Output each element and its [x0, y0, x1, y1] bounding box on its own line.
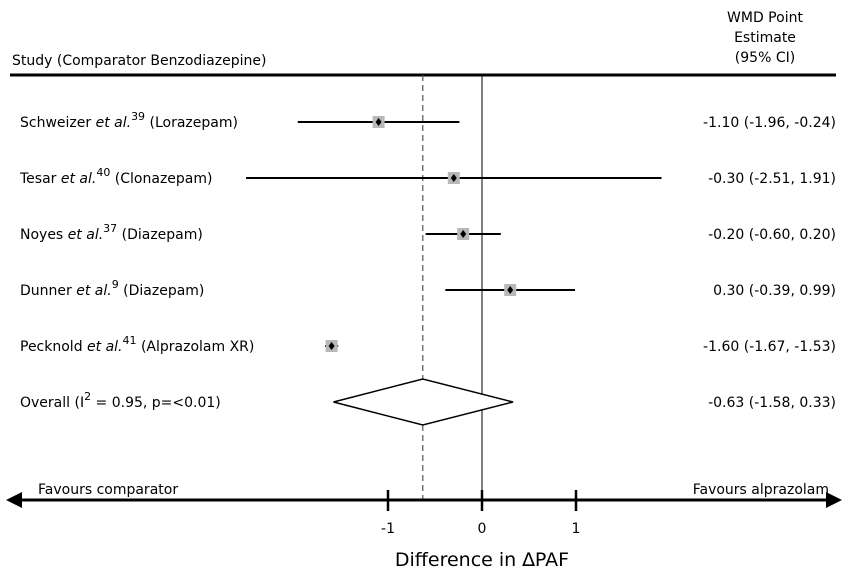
- x-axis-title: Difference in ∆PAF: [395, 549, 569, 571]
- point-estimate: [507, 286, 514, 294]
- study-ref: 41: [123, 334, 137, 347]
- left-arrow-icon: [6, 492, 22, 508]
- point-estimate: [450, 174, 457, 182]
- study-author: Pecknold: [20, 339, 87, 355]
- study-label: Noyes et al.37 (Diazepam): [20, 222, 203, 243]
- header-wmd-line2: Estimate: [734, 30, 796, 46]
- study-row: Dunner et al.9 (Diazepam) 0.30 (-0.39, 0.…: [20, 278, 836, 299]
- study-etal: et al.: [68, 227, 103, 243]
- study-label: Dunner et al.9 (Diazepam): [20, 278, 204, 299]
- point-estimate: [460, 230, 467, 238]
- favours-alprazolam-label: Favours alprazolam: [693, 482, 829, 498]
- study-ref: 9: [112, 278, 119, 291]
- header-wmd-line1: WMD Point: [727, 10, 803, 26]
- overall-label-suffix: = 0.95, p=<0.01): [91, 395, 221, 411]
- tick-label: 1: [572, 521, 581, 537]
- study-author: Noyes: [20, 227, 68, 243]
- axis-ticks: -1 0 1: [381, 490, 580, 537]
- study-ci-text: -0.30 (-2.51, 1.91): [708, 171, 836, 187]
- header-wmd-line3: (95% CI): [735, 50, 795, 66]
- study-comparator: (Lorazepam): [145, 115, 238, 131]
- study-etal: et al.: [96, 115, 131, 131]
- study-ref: 37: [103, 222, 117, 235]
- right-arrow-icon: [826, 492, 842, 508]
- study-row: Pecknold et al.41 (Alprazolam XR) -1.60 (…: [20, 334, 836, 355]
- overall-label-prefix: Overall (I: [20, 395, 84, 411]
- tick-label: 0: [478, 521, 487, 537]
- favours-comparator-label: Favours comparator: [38, 482, 178, 498]
- point-estimate: [328, 342, 335, 350]
- study-ci-text: 0.30 (-0.39, 0.99): [713, 283, 836, 299]
- overall-label: Overall (I2 = 0.95, p=<0.01): [20, 390, 221, 411]
- study-author: Dunner: [20, 283, 76, 299]
- study-label: Pecknold et al.41 (Alprazolam XR): [20, 334, 254, 355]
- overall-diamond: [333, 378, 514, 426]
- study-row: Schweizer et al.39 (Lorazepam) -1.10 (-1.…: [20, 110, 836, 131]
- study-ci-text: -0.20 (-0.60, 0.20): [708, 227, 836, 243]
- study-author: Tesar: [19, 171, 61, 187]
- study-row: Noyes et al.37 (Diazepam) -0.20 (-0.60, 0…: [20, 222, 836, 243]
- study-etal: et al.: [87, 339, 122, 355]
- study-rows: Schweizer et al.39 (Lorazepam) -1.10 (-1.…: [19, 110, 836, 355]
- study-comparator: (Alprazolam XR): [137, 339, 255, 355]
- point-estimate: [375, 118, 382, 126]
- study-ref: 39: [131, 110, 145, 123]
- study-etal: et al.: [76, 283, 111, 299]
- header-study-label: Study (Comparator Benzodiazepine): [12, 53, 266, 69]
- study-comparator: (Diazepam): [117, 227, 203, 243]
- study-label: Tesar et al.40 (Clonazepam): [19, 166, 212, 187]
- study-ci-text: -1.10 (-1.96, -0.24): [703, 115, 836, 131]
- study-comparator: (Diazepam): [119, 283, 205, 299]
- study-label: Schweizer et al.39 (Lorazepam): [20, 110, 238, 131]
- study-etal: et al.: [61, 171, 96, 187]
- overall-row: Overall (I2 = 0.95, p=<0.01) -0.63 (-1.58…: [20, 378, 836, 426]
- study-comparator: (Clonazepam): [110, 171, 212, 187]
- tick-label: -1: [381, 521, 395, 537]
- study-ref: 40: [96, 166, 110, 179]
- study-author: Schweizer: [20, 115, 96, 131]
- overall-ci-text: -0.63 (-1.58, 0.33): [708, 395, 836, 411]
- study-ci-text: -1.60 (-1.67, -1.53): [703, 339, 836, 355]
- overall-label-sup: 2: [84, 390, 91, 403]
- study-row: Tesar et al.40 (Clonazepam) -0.30 (-2.51,…: [19, 166, 836, 187]
